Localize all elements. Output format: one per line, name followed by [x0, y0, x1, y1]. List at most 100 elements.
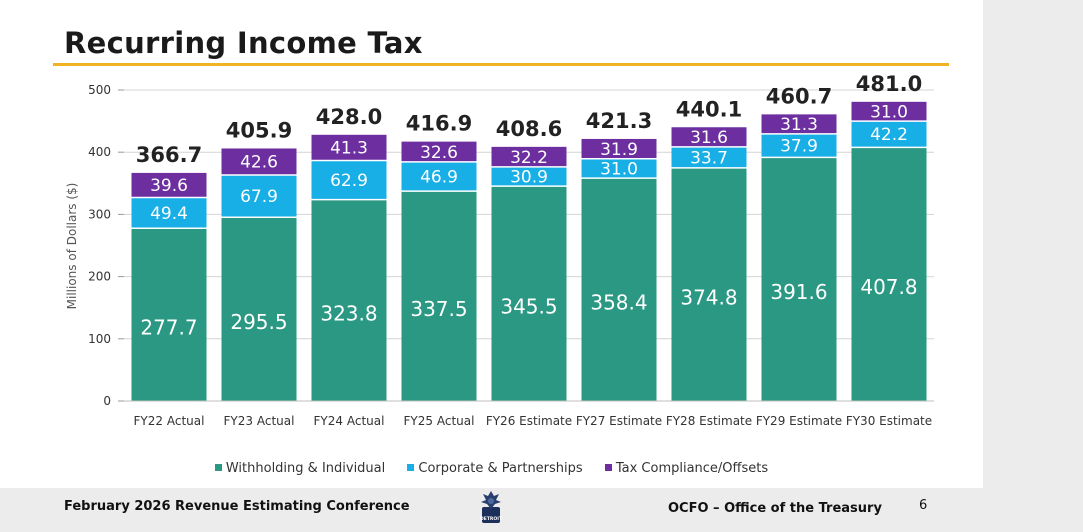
bar-value-label: 39.6 [150, 176, 188, 196]
title-rule [53, 63, 949, 66]
bar-total-label: 460.7 [766, 84, 832, 108]
bar-value-label: 37.9 [780, 137, 818, 157]
bar-segment [671, 146, 747, 168]
bar-value-label: 407.8 [860, 275, 917, 299]
x-tick-label: FY30 Estimate [846, 414, 932, 428]
bar-value-label: 32.2 [510, 148, 548, 168]
bar-total-label: 416.9 [406, 112, 472, 136]
x-tick-label: FY22 Actual [134, 414, 205, 428]
bar-segment [581, 138, 657, 159]
bar-segment [401, 141, 477, 162]
x-tick-label: FY23 Actual [224, 414, 295, 428]
legend-item-compliance: Tax Compliance/Offsets [604, 461, 769, 476]
legend-item-withholding: Withholding & Individual [214, 461, 386, 476]
bar-segment [221, 174, 297, 218]
legend-label-corporate: Corporate & Partnerships [418, 461, 583, 476]
bar-segment [761, 133, 837, 158]
bar-value-label: 337.5 [410, 297, 467, 321]
bar-total-label: 366.7 [136, 143, 202, 167]
y-tick-label: 100 [88, 332, 111, 346]
x-tick-label: FY26 Estimate [486, 414, 572, 428]
bar-segment [761, 114, 837, 134]
bar-total-label: 428.0 [316, 105, 382, 129]
bar-segment [131, 197, 207, 229]
bar-value-label: 67.9 [240, 187, 278, 207]
chart-legend: Withholding & Individual Corporate & Par… [0, 461, 983, 476]
bar-total-label: 481.0 [856, 72, 922, 96]
x-tick-label: FY24 Actual [314, 414, 385, 428]
bar-value-label: 42.2 [870, 125, 908, 145]
bar-value-label: 295.5 [230, 310, 287, 334]
bar-segment [131, 228, 207, 401]
bar-segment [671, 167, 747, 401]
legend-label-withholding: Withholding & Individual [225, 461, 386, 476]
bar-segment [311, 160, 387, 200]
legend-item-corporate: Corporate & Partnerships [407, 461, 583, 476]
bar-value-label: 31.9 [600, 140, 638, 160]
bar-segment [131, 172, 207, 198]
slide: Recurring Income Tax 0 100 200 300 400 500 Mil… [0, 0, 983, 532]
bar-value-label: 358.4 [590, 291, 647, 315]
bar-value-label: 323.8 [320, 301, 377, 325]
legend-swatch-corporate [407, 464, 415, 471]
bar-total-label: 408.6 [496, 117, 562, 141]
bar-segment [221, 217, 297, 401]
bar-value-label: 277.7 [140, 316, 197, 340]
bar-segment [671, 127, 747, 147]
x-tick-label: FY28 Estimate [666, 414, 752, 428]
bar-total-label: 405.9 [226, 118, 292, 142]
stacked-bar-chart: 0 100 200 300 400 500 Millions of Dollars ($) 2… [65, 72, 934, 428]
bar-segment [761, 157, 837, 401]
bar-segment [311, 134, 387, 161]
y-tick-label: 500 [88, 83, 111, 97]
bar-value-label: 32.6 [420, 143, 458, 163]
bar-value-label: 46.9 [420, 167, 458, 187]
bar-value-label: 42.6 [240, 153, 278, 173]
y-axis-label: Millions of Dollars ($) [65, 183, 79, 310]
y-tick-label: 0 [103, 394, 111, 408]
logo-wordmark: DETROIT [480, 516, 503, 522]
footer: February 2026 Revenue Estimating Confere… [0, 488, 983, 532]
bar-value-label: 62.9 [330, 171, 368, 191]
bar-segment [311, 199, 387, 401]
bar-segment [401, 191, 477, 401]
bar-segment [851, 147, 927, 401]
bar-total-label: 440.1 [676, 97, 742, 121]
bar-value-label: 30.9 [510, 167, 548, 187]
bar-value-label: 31.0 [600, 159, 638, 179]
bar-value-label: 374.8 [680, 285, 737, 309]
window-gutter [983, 0, 1083, 532]
y-tick-label: 200 [88, 270, 111, 284]
bar-segment [851, 121, 927, 148]
y-tick-label: 300 [88, 207, 111, 221]
bar-segment [401, 161, 477, 192]
bar-segment [581, 158, 657, 179]
bar-segment [581, 178, 657, 401]
footer-conference-title: February 2026 Revenue Estimating Confere… [64, 499, 410, 514]
bar-value-label: 31.0 [870, 102, 908, 122]
bar-segment [221, 148, 297, 175]
bar-value-label: 345.5 [500, 295, 557, 319]
legend-swatch-compliance [604, 464, 612, 471]
page-number: 6 [919, 498, 928, 513]
bar-value-label: 31.6 [690, 128, 728, 148]
bar-value-label: 41.3 [330, 139, 368, 159]
bar-value-label: 49.4 [150, 204, 188, 224]
x-tick-label: FY29 Estimate [756, 414, 842, 428]
x-tick-label: FY25 Actual [404, 414, 475, 428]
bar-segment [851, 101, 927, 122]
y-tick-label: 400 [88, 145, 111, 159]
bar-segment [491, 186, 567, 401]
slide-title: Recurring Income Tax [64, 26, 423, 60]
legend-swatch-withholding [214, 464, 222, 471]
x-tick-label: FY27 Estimate [576, 414, 662, 428]
bar-segment [491, 166, 567, 187]
legend-label-compliance: Tax Compliance/Offsets [615, 461, 769, 476]
bar-value-label: 31.3 [780, 115, 818, 135]
footer-office-name: OCFO – Office of the Treasury [668, 501, 882, 516]
bar-value-label: 391.6 [770, 280, 827, 304]
bar-value-label: 33.7 [690, 148, 728, 168]
bar-segment [491, 146, 567, 167]
bar-total-label: 421.3 [586, 109, 652, 133]
detroit-seal-logo: DETROIT [480, 491, 503, 523]
